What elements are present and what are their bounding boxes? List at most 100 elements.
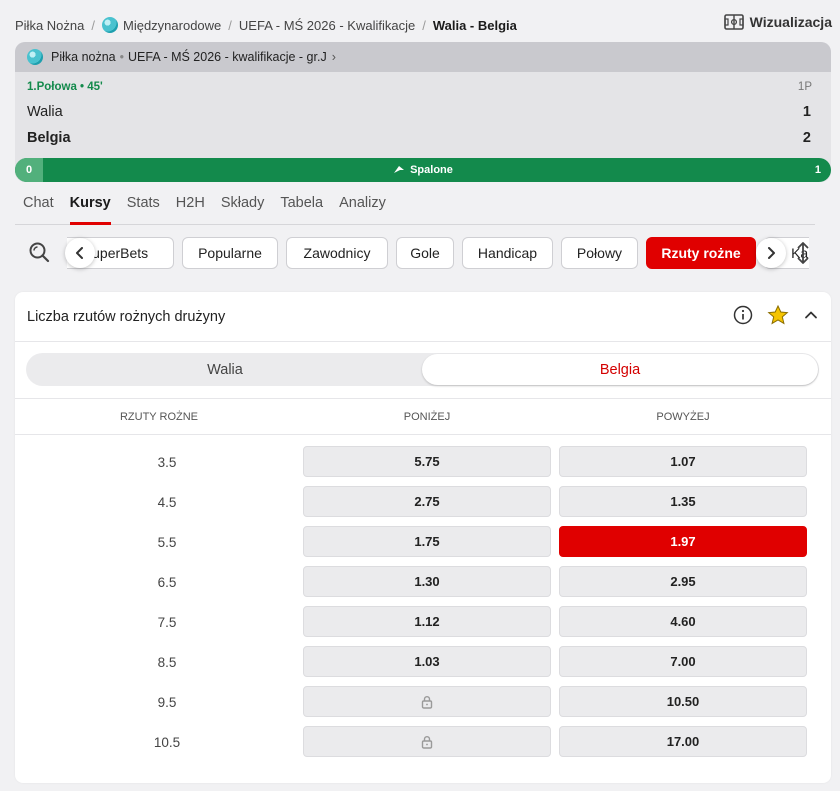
odds-button-under[interactable]: 1.03 — [303, 646, 551, 677]
tab-tabela[interactable]: Tabela — [280, 195, 324, 211]
globe-icon — [102, 17, 118, 33]
visualization-label: Wizualizacja — [749, 14, 832, 30]
period-header: 1P — [797, 81, 812, 93]
odds-button-under[interactable]: 5.75 — [303, 446, 551, 477]
market-header[interactable]: Liczba rzutów rożnych drużyny — [15, 292, 831, 342]
breadcrumb-item-event: Walia - Belgia — [433, 18, 517, 33]
odds-locked-under — [303, 726, 551, 757]
chevron-up-icon[interactable] — [803, 307, 819, 323]
chip-handicap[interactable]: Handicap — [462, 237, 553, 269]
odds-button-over[interactable]: 10.50 — [559, 686, 807, 717]
market-card: Liczba rzutów rożnych drużyny Walia Belg… — [15, 292, 831, 783]
odds-table-header: RZUTY ROŻNE PONIŻEJ POWYŻEJ — [15, 398, 831, 435]
line-value: 10.5 — [153, 735, 181, 750]
away-score: 2 — [802, 130, 811, 146]
odds-button-under[interactable]: 2.75 — [303, 486, 551, 517]
odds-button-over[interactable]: 7.00 — [559, 646, 807, 677]
team-toggle: Walia Belgia — [26, 353, 819, 386]
odds-button-over[interactable]: 2.95 — [559, 566, 807, 597]
breadcrumb-separator: / — [422, 17, 426, 33]
tab-chat[interactable]: Chat — [23, 195, 54, 211]
line-value: 5.5 — [157, 535, 177, 550]
odds-button-under[interactable]: 1.75 — [303, 526, 551, 557]
breadcrumb-item-sport[interactable]: Piłka Nożna — [15, 18, 84, 33]
expand-collapse-icon[interactable] — [796, 241, 810, 270]
column-header-under: PONIŻEJ — [403, 411, 451, 423]
chip-popularne[interactable]: Popularne — [182, 237, 278, 269]
chevron-left-icon — [76, 247, 83, 259]
tab-kursy[interactable]: Kursy — [62, 190, 119, 225]
line-value: 3.5 — [157, 455, 177, 470]
competition-label: UEFA - MŚ 2026 - kwalifikacje - gr.J — [128, 50, 327, 64]
pitch-icon — [723, 14, 744, 30]
breadcrumb-label: Walia - Belgia — [432, 17, 517, 33]
competition-link[interactable]: Piłka nożna • UEFA - MŚ 2026 - kwalifika… — [15, 42, 831, 72]
home-score: 1 — [802, 104, 811, 120]
scroll-right-button[interactable] — [756, 238, 786, 268]
market-title: Liczba rzutów rożnych drużyny — [27, 308, 226, 325]
breadcrumb-item-region[interactable]: Międzynarodowe — [102, 17, 221, 33]
stat-bar: 0 Spalone 1 — [15, 158, 831, 182]
line-value: 4.5 — [157, 495, 177, 510]
lock-icon — [421, 695, 433, 709]
odds-row: 5.5 1.75 1.97 — [15, 526, 831, 566]
chevron-right-icon — [768, 247, 775, 259]
tab-stats[interactable]: Stats — [126, 195, 160, 211]
chip-strip[interactable]: SuperBets Popularne Zawodnicy Gole Handi… — [67, 236, 809, 270]
breadcrumb-label: UEFA - MŚ 2026 - Kwalifikacje — [238, 17, 416, 33]
breadcrumb-separator: / — [228, 17, 232, 33]
odds-button-under[interactable]: 1.12 — [303, 606, 551, 637]
scroll-left-button[interactable] — [65, 238, 95, 268]
team-option-belgia[interactable]: Belgia — [422, 354, 818, 385]
odds-button-over[interactable]: 1.07 — [559, 446, 807, 477]
chip-polowy[interactable]: Połowy — [561, 237, 638, 269]
breadcrumb-label: Międzynarodowe — [123, 17, 222, 33]
odds-row: 10.5 17.00 — [15, 726, 831, 766]
odds-row: 3.5 5.75 1.07 — [15, 446, 831, 486]
odds-row: 4.5 2.75 1.35 — [15, 486, 831, 526]
tab-sklady[interactable]: Składy — [220, 195, 265, 211]
tab-analizy[interactable]: Analizy — [339, 195, 386, 211]
breadcrumb-item-competition[interactable]: UEFA - MŚ 2026 - Kwalifikacje — [239, 18, 415, 33]
sport-label: Piłka nożna — [51, 50, 116, 64]
line-value: 7.5 — [157, 615, 177, 630]
column-header-over: POWYŻEJ — [656, 411, 710, 423]
odds-table-body: 3.5 5.75 1.07 4.5 2.75 1.35 5.5 1.75 1.97 6.5 1.30… — [15, 446, 831, 766]
flag-icon — [393, 164, 405, 177]
match-period: 1.Połowa • 45' — [27, 81, 103, 93]
chip-rzuty-rozne[interactable]: Rzuty rożne — [646, 237, 756, 269]
chip-zawodnicy[interactable]: Zawodnicy — [286, 237, 388, 269]
line-value: 9.5 — [157, 695, 177, 710]
odds-button-over[interactable]: 4.60 — [559, 606, 807, 637]
odds-row: 6.5 1.30 2.95 — [15, 566, 831, 606]
favorite-star-icon[interactable] — [767, 305, 789, 325]
odds-button-over[interactable]: 1.35 — [559, 486, 807, 517]
separator-dot: • — [119, 50, 125, 64]
line-value: 8.5 — [157, 655, 177, 670]
market-header-actions — [719, 305, 819, 325]
odds-row: 9.5 10.50 — [15, 686, 831, 726]
lock-icon — [421, 735, 433, 749]
tab-h2h[interactable]: H2H — [175, 195, 205, 211]
breadcrumb-separator: / — [91, 17, 95, 33]
line-value: 6.5 — [157, 575, 177, 590]
team-option-walia[interactable]: Walia — [207, 361, 243, 378]
search-icon[interactable] — [28, 241, 50, 268]
odds-locked-under — [303, 686, 551, 717]
odds-button-under[interactable]: 1.30 — [303, 566, 551, 597]
odds-row: 7.5 1.12 4.60 — [15, 606, 831, 646]
stat-home-value: 0 — [15, 158, 43, 182]
stat-label: Spalone — [410, 164, 453, 176]
globe-icon — [27, 49, 43, 65]
breadcrumb: Piłka Nożna / Międzynarodowe / UEFA - MŚ… — [15, 14, 830, 36]
stat-away-value: 1 — [814, 164, 821, 176]
chip-gole[interactable]: Gole — [396, 237, 454, 269]
odds-button-over[interactable]: 17.00 — [559, 726, 807, 757]
odds-row: 8.5 1.03 7.00 — [15, 646, 831, 686]
column-header-line: RZUTY ROŻNE — [119, 411, 199, 423]
odds-button-over[interactable]: 1.97 — [559, 526, 807, 557]
info-icon[interactable] — [733, 305, 753, 325]
visualization-button[interactable]: Wizualizacja — [723, 14, 832, 30]
scoreboard: Piłka nożna • UEFA - MŚ 2026 - kwalifika… — [15, 42, 831, 182]
breadcrumb-label: Piłka Nożna — [15, 17, 85, 33]
